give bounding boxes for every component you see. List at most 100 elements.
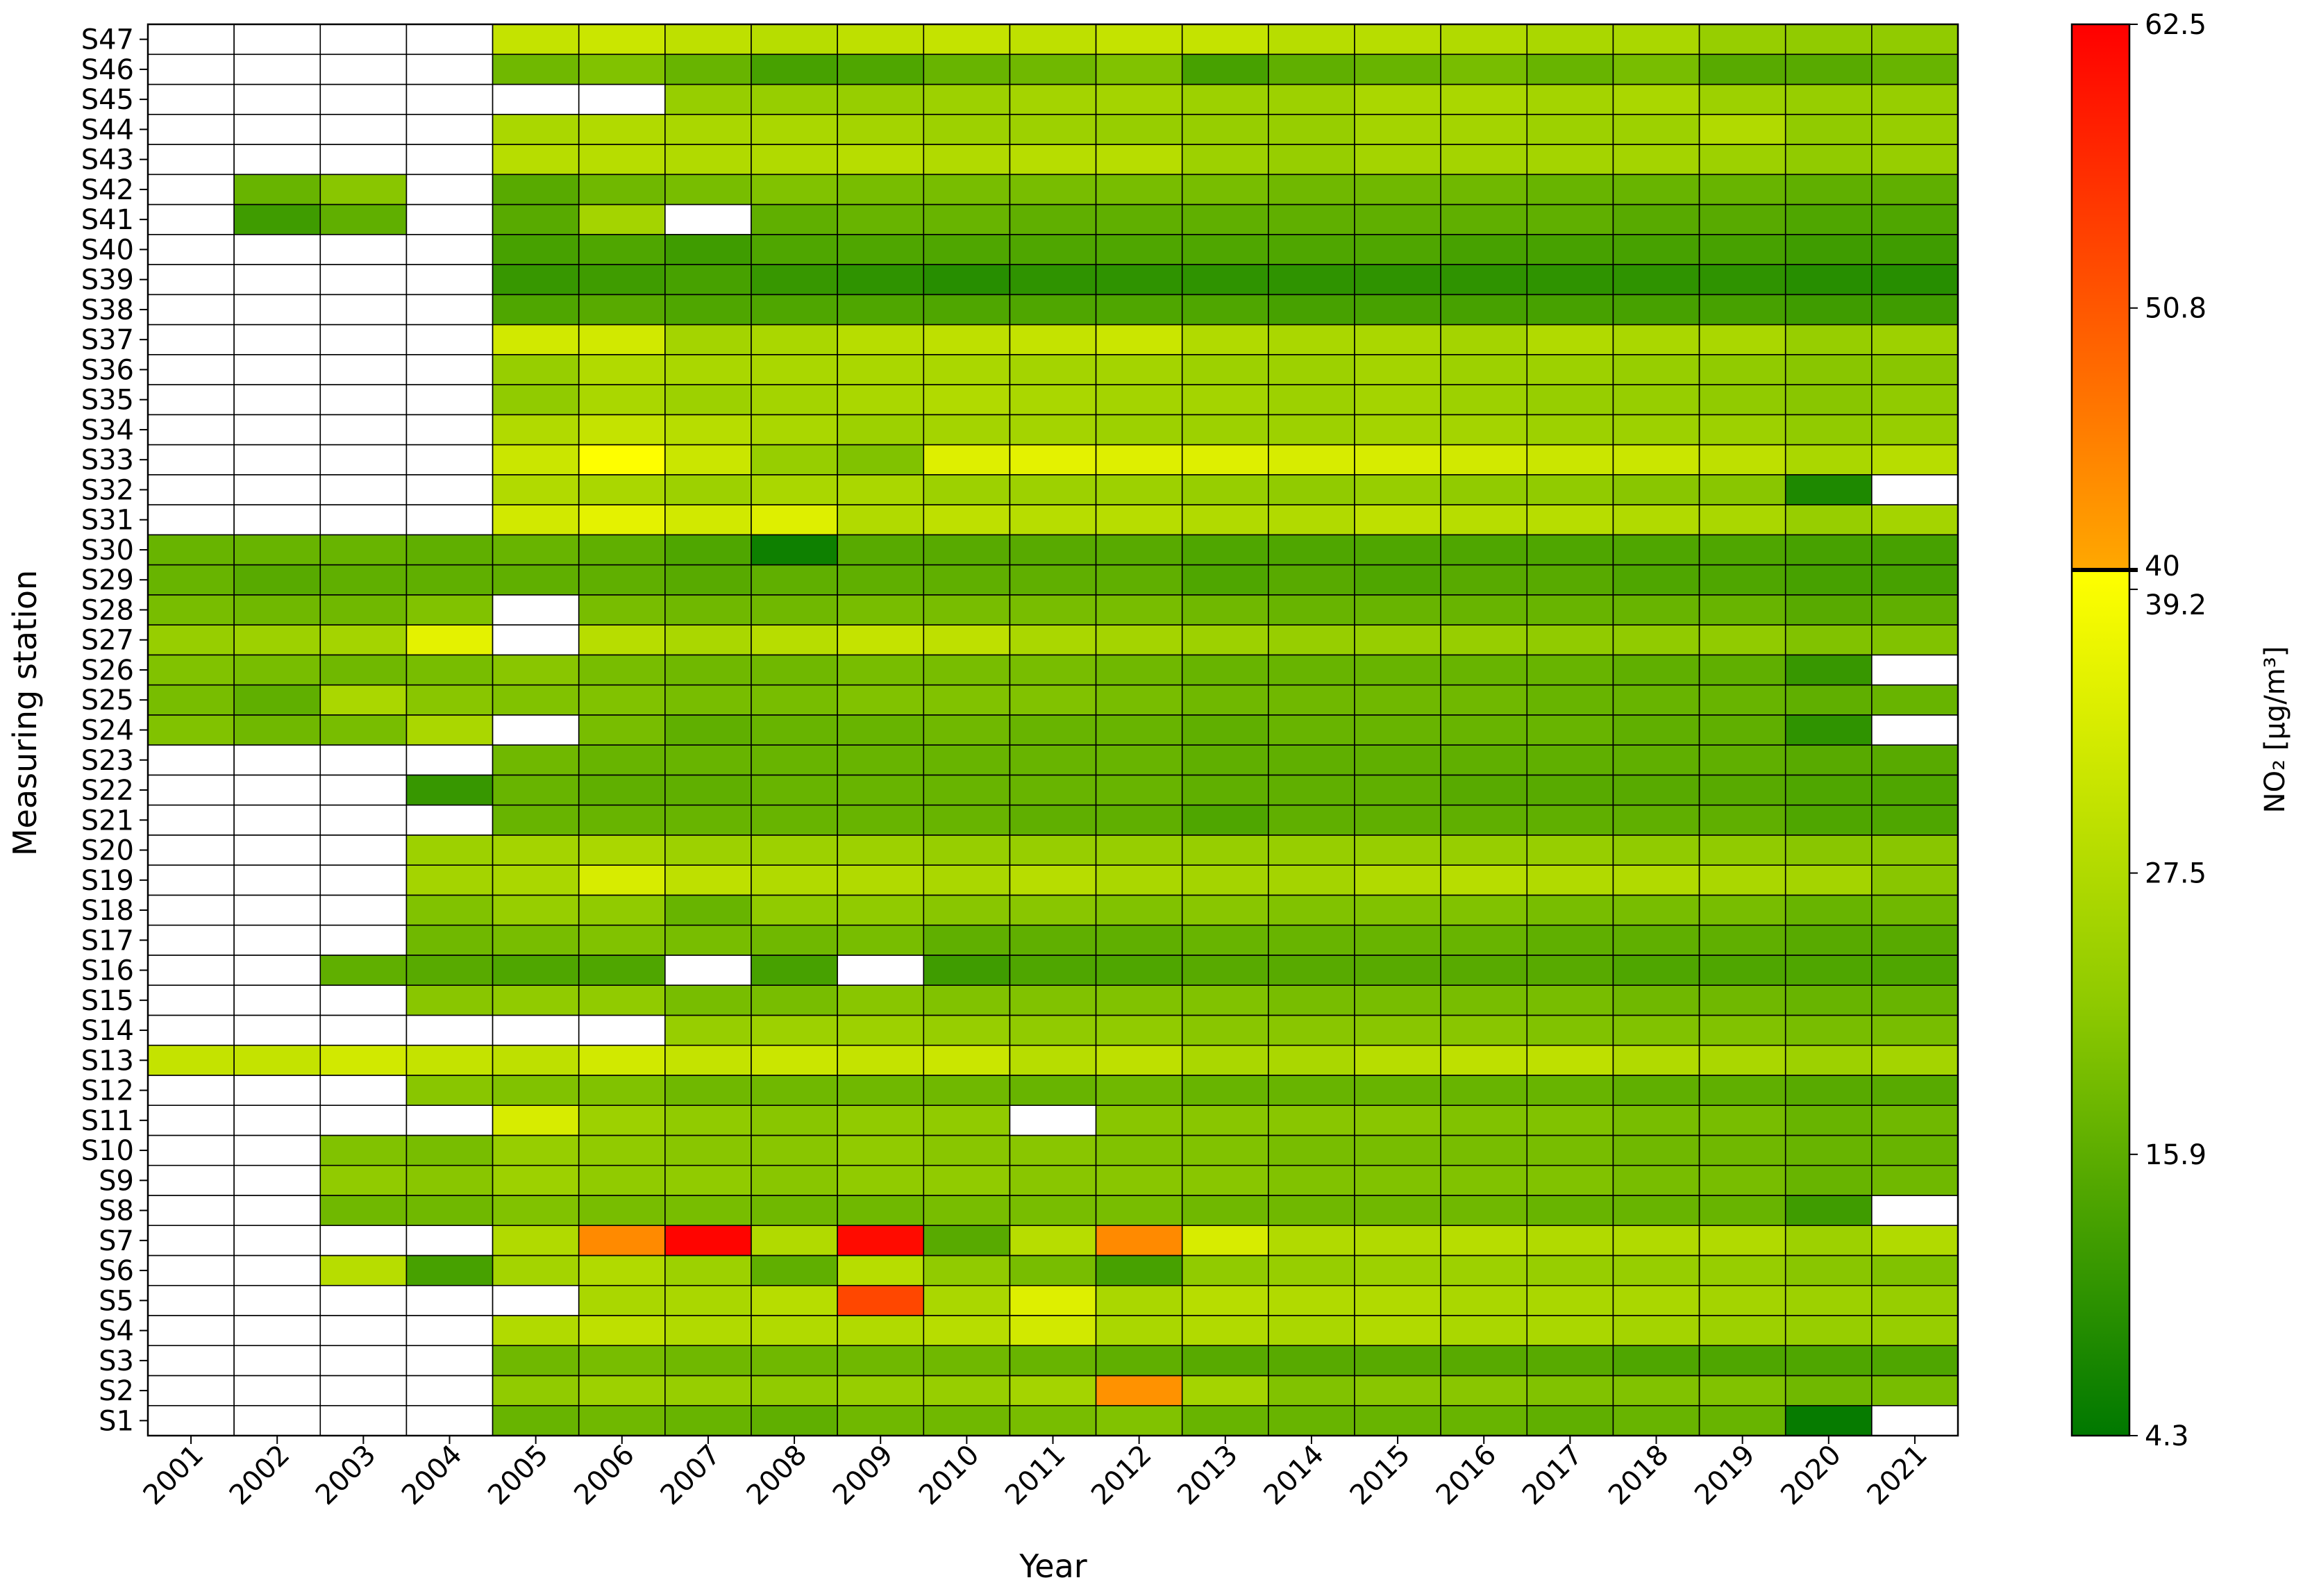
heatmap-cell-S42-2021 [1871, 174, 1959, 205]
y-tick-label: S8 [99, 1195, 134, 1227]
heatmap-cell-S35-2007 [664, 384, 752, 416]
heatmap-cell-S14-2021 [1871, 1014, 1959, 1046]
heatmap-cell-S12-2020 [1784, 1075, 1873, 1106]
heatmap-cell-S32-2021 [1871, 474, 1959, 505]
heatmap-cell-S10-2021 [1871, 1134, 1959, 1166]
heatmap-cell-S47-2013 [1181, 24, 1269, 56]
heatmap-cell-S31-2008 [751, 504, 838, 536]
heatmap-cell-S34-2009 [837, 414, 925, 446]
heatmap-cell-S4-2017 [1526, 1315, 1614, 1347]
x-axis-ticks: 2001 2002 2003 2004 2005 2006 2007 2008 2009 2010… [137, 1436, 1934, 1511]
heatmap-cell-S31-2019 [1698, 504, 1786, 536]
heatmap-cell-S39-2013 [1181, 264, 1269, 296]
heatmap-cell-S33-2020 [1784, 444, 1873, 476]
heatmap-cell-S38-2018 [1612, 294, 1700, 326]
heatmap-cell-S38-2016 [1440, 294, 1528, 326]
heatmap-cell-S17-2006 [578, 924, 666, 956]
heatmap-cell-S17-2021 [1871, 924, 1959, 956]
heatmap-cell-S44-2014 [1268, 113, 1355, 145]
y-tick-label: S7 [99, 1225, 134, 1257]
heatmap-cell-S23-2019 [1698, 744, 1786, 776]
heatmap-cell-S13-2002 [233, 1044, 321, 1076]
heatmap-cell-S44-2001 [147, 113, 235, 145]
heatmap-cell-S11-2007 [664, 1104, 752, 1136]
heatmap-cell-S15-2007 [664, 984, 752, 1016]
heatmap-cell-S15-2020 [1784, 984, 1873, 1016]
heatmap-cell-S47-2017 [1526, 24, 1614, 56]
heatmap-cell-S18-2002 [233, 894, 321, 926]
heatmap-cell-S36-2018 [1612, 354, 1700, 385]
heatmap-cell-S5-2008 [751, 1284, 838, 1316]
heatmap-cell-S1-2011 [1009, 1404, 1097, 1436]
heatmap-cell-S6-2015 [1354, 1254, 1441, 1286]
heatmap-cell-S13-2004 [405, 1044, 494, 1076]
heatmap-cell-S1-2002 [233, 1404, 321, 1436]
heatmap-cell-S43-2002 [233, 144, 321, 176]
heatmap-cell-S1-2020 [1784, 1404, 1873, 1436]
heatmap-cell-S4-2014 [1268, 1315, 1355, 1347]
heatmap-cell-S19-2012 [1095, 864, 1183, 896]
heatmap-cell-S4-2012 [1095, 1315, 1183, 1347]
heatmap-cell-S30-2007 [664, 534, 752, 566]
x-tick-label: 2008 [741, 1439, 814, 1512]
heatmap-cell-S46-2004 [405, 53, 494, 85]
colorbar-threshold-label: 40 [2145, 551, 2180, 582]
heatmap-cell-S6-2018 [1612, 1254, 1700, 1286]
heatmap-cell-S25-2003 [319, 684, 408, 716]
heatmap-cell-S33-2011 [1009, 444, 1097, 476]
heatmap-cell-S43-2009 [837, 144, 925, 176]
heatmap-cell-S4-2020 [1784, 1315, 1873, 1347]
heatmap-cell-S26-2019 [1698, 654, 1786, 686]
heatmap-cell-S6-2016 [1440, 1254, 1528, 1286]
heatmap-cell-S30-2017 [1526, 534, 1614, 566]
heatmap-cell-S22-2016 [1440, 774, 1528, 806]
heatmap-cell-S4-2015 [1354, 1315, 1441, 1347]
heatmap-cell-S38-2017 [1526, 294, 1614, 326]
heatmap-cell-S20-2020 [1784, 834, 1873, 866]
heatmap-cell-S12-2011 [1009, 1075, 1097, 1106]
heatmap-cell-S23-2015 [1354, 744, 1441, 776]
heatmap-cell-S22-2005 [492, 774, 580, 806]
heatmap-cell-S13-2009 [837, 1044, 925, 1076]
heatmap-cell-S16-2017 [1526, 955, 1614, 986]
heatmap-cell-S16-2005 [492, 955, 580, 986]
x-tick-label: 2009 [827, 1439, 900, 1512]
heatmap-cell-S18-2009 [837, 894, 925, 926]
heatmap-cell-S10-2012 [1095, 1134, 1183, 1166]
heatmap-cell-S28-2007 [664, 594, 752, 625]
heatmap-cell-S31-2015 [1354, 504, 1441, 536]
heatmap-cell-S10-2006 [578, 1134, 666, 1166]
heatmap-cell-S39-2007 [664, 264, 752, 296]
heatmap-cell-S43-2016 [1440, 144, 1528, 176]
heatmap-cell-S34-2007 [664, 414, 752, 446]
heatmap-cell-S13-2014 [1268, 1044, 1355, 1076]
heatmap-cell-S6-2010 [923, 1254, 1011, 1286]
heatmap-cell-S24-2019 [1698, 714, 1786, 746]
heatmap-cell-S43-2015 [1354, 144, 1441, 176]
heatmap-cell-S6-2019 [1698, 1254, 1786, 1286]
heatmap-cell-S26-2018 [1612, 654, 1700, 686]
heatmap-cell-S16-2003 [319, 955, 408, 986]
heatmap-cell-S5-2015 [1354, 1284, 1441, 1316]
y-tick-label: S1 [99, 1405, 134, 1437]
heatmap-cell-S7-2018 [1612, 1225, 1700, 1257]
heatmap-cell-S36-2014 [1268, 354, 1355, 385]
heatmap-cell-S37-2005 [492, 324, 580, 355]
heatmap-cell-S34-2020 [1784, 414, 1873, 446]
heatmap-cell-S26-2004 [405, 654, 494, 686]
heatmap-cell-S7-2009 [837, 1225, 925, 1257]
heatmap-cell-S37-2001 [147, 324, 235, 355]
heatmap-cell-S30-2018 [1612, 534, 1700, 566]
heatmap-cell-S19-2005 [492, 864, 580, 896]
heatmap-cell-S28-2011 [1009, 594, 1097, 625]
heatmap-cell-S46-2010 [923, 53, 1011, 85]
y-tick-label: S21 [81, 805, 134, 837]
heatmap-cell-S33-2019 [1698, 444, 1786, 476]
heatmap-cell-S16-2019 [1698, 955, 1786, 986]
heatmap-cell-S17-2008 [751, 924, 838, 956]
heatmap-cell-S25-2017 [1526, 684, 1614, 716]
heatmap-cell-S18-2013 [1181, 894, 1269, 926]
heatmap-cell-S21-2006 [578, 804, 666, 836]
heatmap-cell-S8-2015 [1354, 1195, 1441, 1227]
heatmap-cell-S21-2017 [1526, 804, 1614, 836]
